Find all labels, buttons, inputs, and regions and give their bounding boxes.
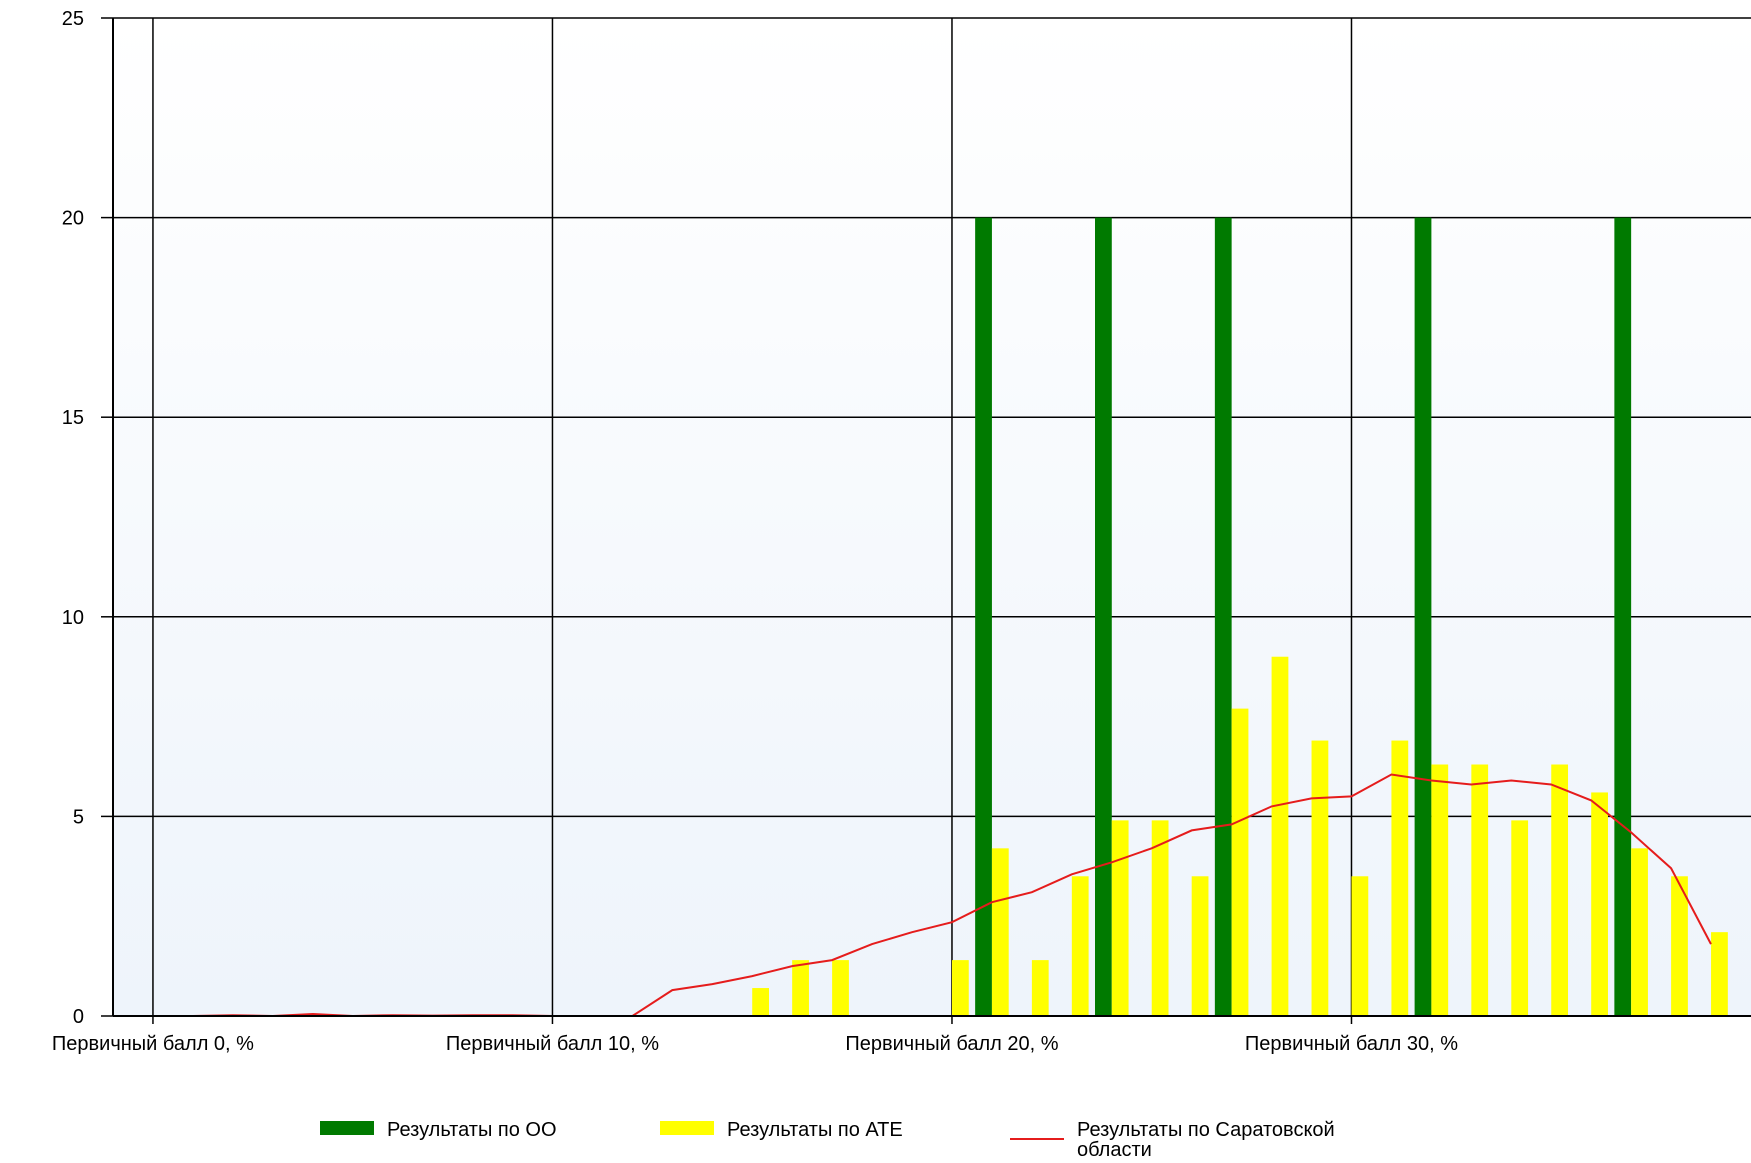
bar-ate-39 <box>1711 932 1728 1016</box>
series-oo-bars <box>975 217 1632 1017</box>
bar-ate-21 <box>991 848 1009 1016</box>
bar-ate-34 <box>1511 820 1529 1016</box>
bar-ate-33 <box>1471 764 1489 1016</box>
bar-ate-37 <box>1631 848 1648 1016</box>
x-tick-label-10: Первичный балл 10, % <box>446 1033 659 1055</box>
y-tick-label-10: 10 <box>62 607 84 629</box>
bar-oo-24 <box>1095 217 1112 1017</box>
y-tick-label-0: 0 <box>73 1006 84 1028</box>
bar-ate-38 <box>1671 876 1688 1016</box>
bar-ate-17 <box>832 960 849 1016</box>
bar-ate-35 <box>1551 764 1569 1016</box>
x-tick-labels: Первичный балл 0, % Первичный балл 10, % П… <box>52 1033 1458 1055</box>
bar-oo-21 <box>975 217 992 1017</box>
legend-label-region-line1: Результаты по Саратовской <box>1077 1119 1335 1141</box>
y-tick-labels: 0 5 10 15 20 25 <box>62 8 84 1028</box>
axes <box>101 17 1751 1024</box>
grid <box>113 17 1751 1017</box>
legend-label-region-line2: области <box>1077 1139 1152 1161</box>
bar-ate-24 <box>1111 820 1129 1016</box>
bar-oo-27 <box>1214 217 1232 1017</box>
y-tick-label-5: 5 <box>73 806 84 828</box>
bar-ate-20 <box>951 960 969 1016</box>
bar-ate-29 <box>1311 740 1329 1016</box>
y-tick-label-20: 20 <box>62 208 84 230</box>
x-tick-label-0: Первичный балл 0, % <box>52 1033 254 1055</box>
series-ate-bars <box>752 656 1728 1016</box>
bar-ate-31 <box>1391 740 1409 1016</box>
legend-swatch-oo <box>320 1121 374 1135</box>
bar-ate-28 <box>1271 656 1289 1016</box>
bar-ate-26 <box>1191 876 1209 1016</box>
bar-ate-15 <box>752 988 769 1016</box>
legend-label-ate: Результаты по АТЕ <box>727 1119 903 1141</box>
y-tick-label-15: 15 <box>62 407 84 429</box>
bar-oo-37 <box>1614 217 1632 1017</box>
y-tick-label-25: 25 <box>62 8 84 30</box>
legend: Результаты по ОО Результаты по АТЕ Резул… <box>320 1119 1335 1161</box>
legend-label-oo: Результаты по ОО <box>387 1119 557 1141</box>
legend-swatch-ate <box>660 1121 714 1135</box>
bar-ate-22 <box>1031 960 1049 1016</box>
x-tick-label-20: Первичный балл 20, % <box>845 1033 1058 1055</box>
plot-background <box>113 18 1751 1016</box>
bar-oo-32 <box>1414 217 1432 1017</box>
bar-ate-25 <box>1151 820 1169 1016</box>
x-tick-label-30: Первичный балл 30, % <box>1245 1033 1458 1055</box>
bar-ate-16 <box>792 960 809 1016</box>
bar-ate-32 <box>1431 764 1449 1016</box>
bar-ate-27 <box>1231 708 1249 1016</box>
bar-ate-36 <box>1591 792 1608 1016</box>
bar-ate-30 <box>1351 876 1369 1016</box>
bar-ate-23 <box>1071 876 1089 1016</box>
